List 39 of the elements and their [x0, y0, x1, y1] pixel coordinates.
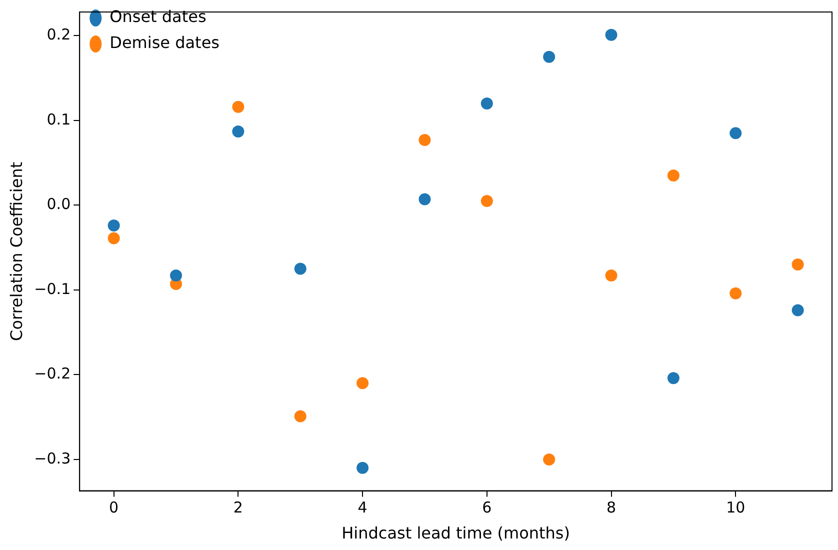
point [294, 262, 306, 275]
point [543, 453, 556, 466]
point [543, 50, 556, 63]
x-axis-title: Hindcast lead time (months) [342, 524, 570, 543]
legend-label: Demise dates [110, 33, 220, 52]
point [667, 170, 680, 182]
x-tick-label: 6 [482, 498, 492, 517]
x-tick-label: 8 [606, 498, 616, 517]
point [232, 125, 244, 138]
point [108, 232, 120, 244]
point [232, 100, 244, 113]
y-axis-title: Correlation Coefficient [6, 162, 26, 341]
point [418, 134, 431, 146]
point [294, 410, 306, 422]
x-tick-label: 2 [233, 498, 243, 517]
y-tick-label: 0.2 [46, 26, 71, 44]
point [480, 194, 493, 207]
x-tick-label: 0 [109, 498, 119, 517]
point [792, 258, 804, 271]
y-tick-label: 0.0 [46, 195, 71, 214]
point [108, 220, 120, 232]
point [667, 372, 680, 384]
y-tick-label: 0.1 [46, 110, 71, 128]
point [730, 127, 742, 140]
y-tick-label: −0.1 [34, 280, 71, 298]
point [605, 28, 618, 41]
point [730, 287, 742, 300]
legend-label: Onset dates [110, 7, 206, 26]
point [170, 270, 182, 282]
x-tick-label: 4 [358, 498, 368, 517]
x-tick-label: 10 [726, 498, 746, 517]
y-tick-label: −0.2 [34, 364, 71, 383]
point [605, 270, 618, 282]
point [356, 377, 369, 390]
point [792, 304, 804, 316]
point [480, 98, 493, 110]
point [356, 462, 369, 474]
point [418, 193, 431, 206]
y-tick-label: −0.3 [34, 449, 71, 468]
